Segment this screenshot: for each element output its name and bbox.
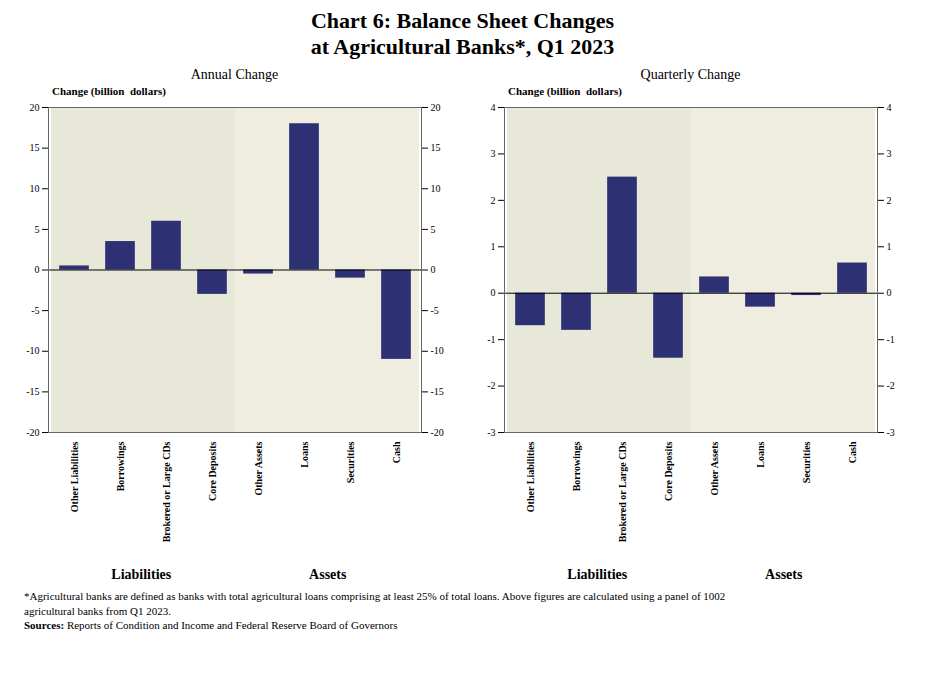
svg-text:-3: -3 (887, 426, 895, 437)
svg-text:-10: -10 (26, 345, 39, 356)
svg-text:Loans: Loans (299, 441, 310, 467)
svg-text:Borrowings: Borrowings (115, 441, 126, 491)
svg-text:Other Liabilities: Other Liabilities (69, 441, 80, 512)
svg-text:Loans: Loans (755, 441, 766, 467)
svg-text:-15: -15 (431, 386, 444, 397)
html-text:Change (billion dollars): Change (billion dollars) (52, 84, 166, 97)
html-text:Quarterly Change: Quarterly Change (640, 66, 741, 82)
svg-text:Other Liabilities: Other Liabilities (525, 441, 536, 512)
svg-text:-20: -20 (431, 426, 444, 437)
svg-text:Core Deposits: Core Deposits (663, 441, 674, 501)
svg-text:-1: -1 (487, 334, 495, 345)
svg-text:2: 2 (491, 194, 496, 205)
html-text:agricultural banks from Q1 202: agricultural banks from Q1 2023. (24, 604, 171, 617)
svg-text:Other Assets: Other Assets (253, 441, 264, 495)
svg-text:0: 0 (887, 287, 892, 298)
html-text:Annual Change: Annual Change (190, 66, 279, 82)
html-text:Change (billion dollars): Change (billion dollars) (508, 84, 622, 97)
svg-text:-15: -15 (26, 386, 39, 397)
svg-text:Cash: Cash (847, 441, 858, 463)
svg-text:Securities: Securities (801, 441, 812, 483)
svg-text:Securities: Securities (345, 441, 356, 483)
svg-text:-2: -2 (887, 380, 895, 391)
svg-text:-1: -1 (887, 334, 895, 345)
svg-text:-3: -3 (487, 426, 495, 437)
svg-text:3: 3 (887, 148, 892, 159)
svg-text:0: 0 (491, 287, 496, 298)
svg-text:Brokered or Large CDs: Brokered or Large CDs (617, 441, 628, 542)
svg-text:4: 4 (887, 101, 892, 112)
svg-text:5: 5 (35, 223, 40, 234)
svg-text:Other Assets: Other Assets (709, 441, 720, 495)
svg-text:4: 4 (491, 101, 496, 112)
svg-text:15: 15 (431, 142, 441, 153)
html-text:Assets: Assets (765, 566, 803, 582)
svg-text:20: 20 (30, 101, 40, 112)
html-text:Chart 6: Balance Sheet Changes: Chart 6: Balance Sheet Changes at Agricu… (310, 8, 615, 60)
svg-text:15: 15 (30, 142, 40, 153)
svg-text:2: 2 (887, 194, 892, 205)
svg-text:-5: -5 (431, 305, 439, 316)
svg-text:Brokered or Large CDs: Brokered or Large CDs (161, 441, 172, 542)
svg-text:3: 3 (491, 148, 496, 159)
svg-text:Borrowings: Borrowings (571, 441, 582, 491)
html-text:Sources: Reports of Condition: Sources: Reports of Condition and Income… (24, 619, 398, 632)
svg-text:10: 10 (30, 183, 40, 194)
html-text:Liabilities: Liabilities (111, 566, 172, 582)
svg-text:0: 0 (35, 264, 40, 275)
svg-text:Cash: Cash (391, 441, 402, 463)
svg-text:5: 5 (431, 223, 436, 234)
svg-text:1: 1 (491, 241, 496, 252)
html-text:Assets: Assets (309, 566, 347, 582)
svg-text:10: 10 (431, 183, 441, 194)
svg-text:-10: -10 (431, 345, 444, 356)
svg-text:-20: -20 (26, 426, 39, 437)
svg-text:Core Deposits: Core Deposits (207, 441, 218, 501)
svg-text:20: 20 (431, 101, 441, 112)
svg-text:-2: -2 (487, 380, 495, 391)
html-text:*Agricultural banks are define: *Agricultural banks are defined as banks… (24, 589, 726, 602)
svg-text:-5: -5 (31, 305, 39, 316)
svg-text:0: 0 (431, 264, 436, 275)
html-text:Liabilities: Liabilities (567, 566, 628, 582)
svg-text:1: 1 (887, 241, 892, 252)
